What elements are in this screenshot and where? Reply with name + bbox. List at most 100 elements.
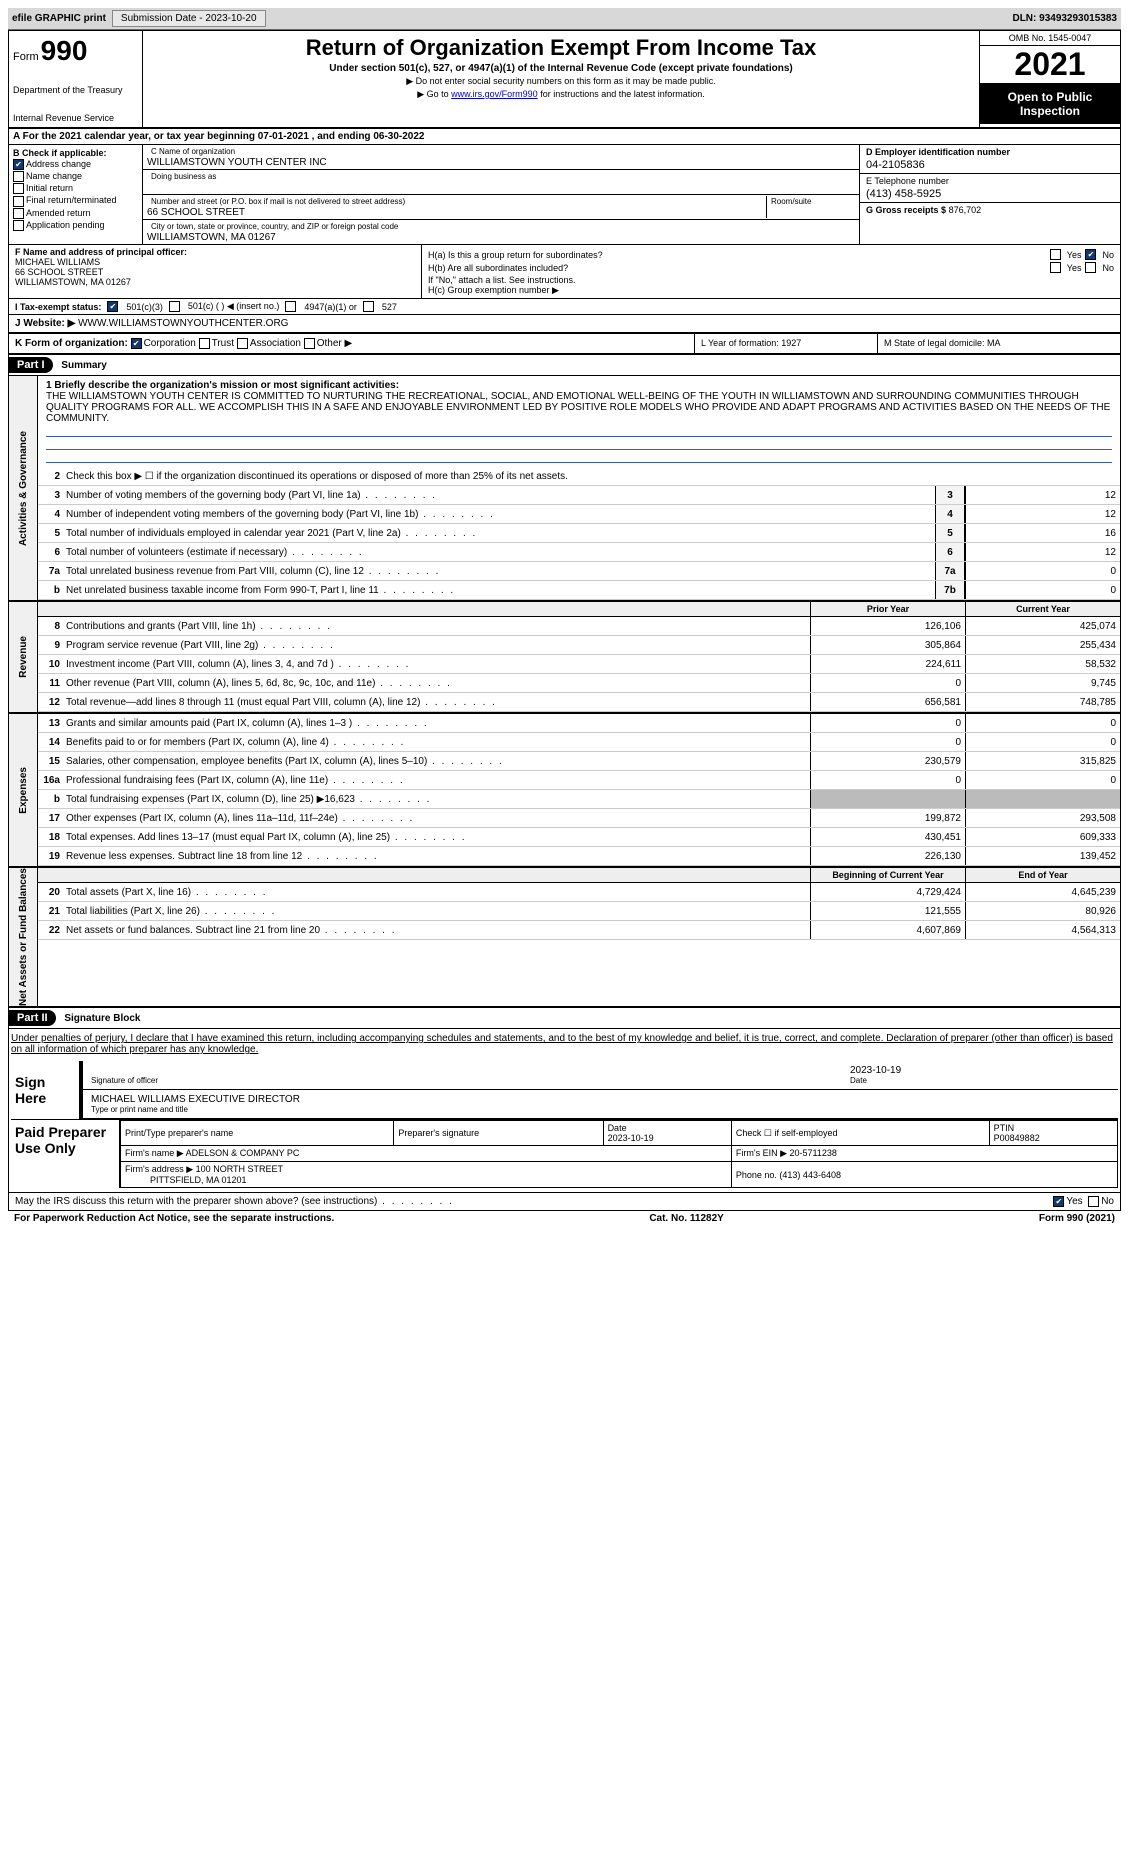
hb-yes[interactable]	[1050, 262, 1061, 273]
footer-left: For Paperwork Reduction Act Notice, see …	[14, 1213, 334, 1224]
prep-h1: Print/Type preparer's name	[121, 1121, 394, 1146]
line-curr: 609,333	[965, 828, 1120, 846]
note-goto: ▶ Go to www.irs.gov/Form990 for instruct…	[151, 89, 971, 100]
line-desc: Professional fundraising fees (Part IX, …	[64, 775, 810, 786]
col-end: End of Year	[965, 868, 1120, 882]
line-prior: 4,729,424	[810, 883, 965, 901]
line-desc: Total unrelated business revenue from Pa…	[64, 566, 935, 577]
prep-phone: (413) 443-6408	[779, 1170, 841, 1180]
line-desc: Total number of individuals employed in …	[64, 528, 935, 539]
irs-link[interactable]: www.irs.gov/Form990	[451, 89, 538, 99]
prep-addr1: 100 NORTH STREET	[196, 1164, 283, 1174]
line-desc: Total expenses. Add lines 13–17 (must eq…	[64, 832, 810, 843]
line-desc: Grants and similar amounts paid (Part IX…	[64, 718, 810, 729]
chk-trust[interactable]	[199, 338, 210, 349]
chk-501c[interactable]	[169, 301, 180, 312]
may-yes[interactable]	[1053, 1196, 1064, 1207]
sign-here-label: Sign Here	[11, 1061, 79, 1119]
chk-initial-return[interactable]: Initial return	[13, 183, 138, 194]
line-prior: 430,451	[810, 828, 965, 846]
prep-date: 2023-10-19	[608, 1133, 654, 1143]
chk-other-org[interactable]	[304, 338, 315, 349]
entity-meta-grid: B Check if applicable: Address change Na…	[9, 145, 1120, 245]
line-curr: 0	[965, 733, 1120, 751]
g-gross-val: 876,702	[949, 205, 982, 215]
line-curr: 4,645,239	[965, 883, 1120, 901]
line-desc: Contributions and grants (Part VIII, lin…	[64, 621, 810, 632]
prep-addr-cap: Firm's address ▶	[125, 1164, 193, 1174]
ha-yes[interactable]	[1050, 249, 1061, 260]
prep-ptin: P00849882	[994, 1133, 1040, 1143]
line-prior: 230,579	[810, 752, 965, 770]
line-prior: 0	[810, 733, 965, 751]
may-no[interactable]	[1088, 1196, 1099, 1207]
note-ssn: ▶ Do not enter social security numbers o…	[151, 76, 971, 87]
g-gross-cap: G Gross receipts $	[866, 205, 946, 215]
prep-h5: PTIN	[994, 1123, 1015, 1133]
l1-cap: 1 Briefly describe the organization's mi…	[46, 380, 1112, 391]
may-q: May the IRS discuss this return with the…	[15, 1196, 1053, 1207]
prep-label: Paid Preparer Use Only	[11, 1120, 119, 1188]
c-addr-cap: Number and street (or P.O. box if mail i…	[147, 196, 766, 207]
line-amt: 12	[965, 505, 1120, 523]
chk-amended[interactable]: Amended return	[13, 208, 138, 219]
line-prior: 126,106	[810, 617, 965, 635]
line-desc: Program service revenue (Part VIII, line…	[64, 640, 810, 651]
line-desc: Net unrelated business taxable income fr…	[64, 585, 935, 596]
sig-date1: 2023-10-19	[850, 1065, 1110, 1076]
chk-527[interactable]	[363, 301, 374, 312]
footer-mid: Cat. No. 11282Y	[649, 1213, 723, 1224]
line-desc: Other revenue (Part VIII, column (A), li…	[64, 678, 810, 689]
chk-app-pending[interactable]: Application pending	[13, 220, 138, 231]
col-prior: Prior Year	[810, 602, 965, 616]
chk-final-return[interactable]: Final return/terminated	[13, 195, 138, 206]
line-amt: 16	[965, 524, 1120, 542]
line-curr: 0	[965, 771, 1120, 789]
chk-assoc[interactable]	[237, 338, 248, 349]
submission-date-btn[interactable]: Submission Date - 2023-10-20	[112, 10, 266, 27]
sig-declaration: Under penalties of perjury, I declare th…	[11, 1033, 1118, 1055]
ha-no[interactable]	[1085, 249, 1096, 260]
ha-label: H(a) Is this a group return for subordin…	[428, 250, 1046, 260]
line-desc: Benefits paid to or for members (Part IX…	[64, 737, 810, 748]
sig-name: MICHAEL WILLIAMS EXECUTIVE DIRECTOR	[91, 1094, 1110, 1105]
line-desc: Salaries, other compensation, employee b…	[64, 756, 810, 767]
sig-officer-cap: Signature of officer	[91, 1076, 850, 1085]
m-state-domicile: M State of legal domicile: MA	[877, 334, 1120, 353]
row-a-period: A For the 2021 calendar year, or tax yea…	[9, 129, 1120, 145]
line-box: 4	[935, 505, 965, 523]
chk-4947[interactable]	[285, 301, 296, 312]
line-box: 6	[935, 543, 965, 561]
line-desc: Net assets or fund balances. Subtract li…	[64, 925, 810, 936]
vlabel-rev: Revenue	[18, 636, 29, 678]
c-city-cap: City or town, state or province, country…	[147, 221, 855, 232]
line-desc: Revenue less expenses. Subtract line 18 …	[64, 851, 810, 862]
tax-year: 2021	[980, 46, 1120, 84]
hb-no[interactable]	[1085, 262, 1096, 273]
efile-label: efile GRAPHIC print	[12, 13, 106, 24]
line-box: 5	[935, 524, 965, 542]
line-prior	[810, 790, 965, 808]
line-desc: Other expenses (Part IX, column (A), lin…	[64, 813, 810, 824]
c-name-cap: C Name of organization	[147, 146, 855, 157]
e-phone-val: (413) 458-5925	[866, 188, 1114, 200]
line-curr: 0	[965, 714, 1120, 732]
line-curr: 293,508	[965, 809, 1120, 827]
line-prior: 121,555	[810, 902, 965, 920]
form-title: Return of Organization Exempt From Incom…	[151, 35, 971, 61]
line-prior: 305,864	[810, 636, 965, 654]
line-desc: Number of voting members of the governin…	[64, 490, 935, 501]
line-curr: 255,434	[965, 636, 1120, 654]
chk-name-change[interactable]: Name change	[13, 171, 138, 182]
d-ein-cap: D Employer identification number	[866, 147, 1114, 157]
prep-h4: Check ☐ if self-employed	[731, 1121, 989, 1146]
line-curr: 315,825	[965, 752, 1120, 770]
line-curr: 748,785	[965, 693, 1120, 711]
chk-501c3[interactable]	[107, 301, 118, 312]
org-city: WILLIAMSTOWN, MA 01267	[147, 232, 855, 243]
line-curr	[965, 790, 1120, 808]
chk-corp[interactable]	[131, 338, 142, 349]
footer-right: Form 990 (2021)	[1039, 1213, 1115, 1224]
prep-h2: Preparer's signature	[394, 1121, 603, 1146]
chk-address-change[interactable]: Address change	[13, 159, 138, 170]
